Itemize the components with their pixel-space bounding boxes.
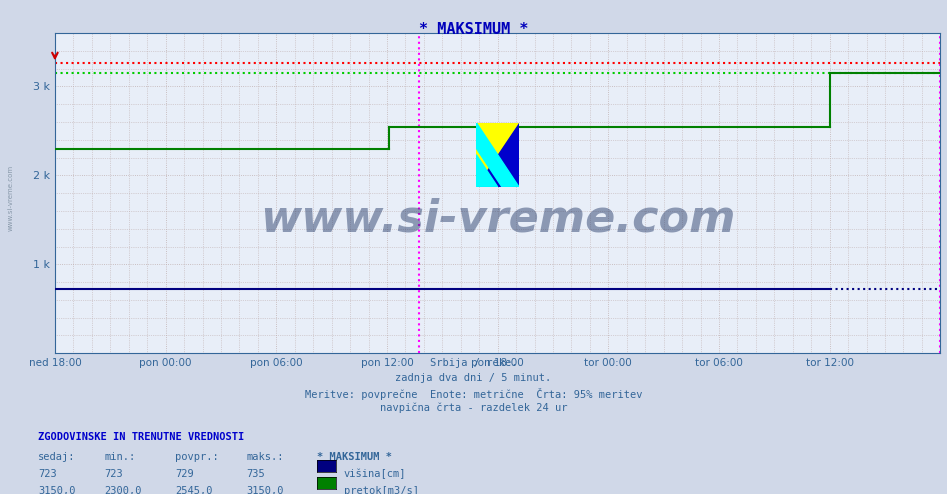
Text: www.si-vreme.com: www.si-vreme.com	[259, 197, 736, 240]
Text: * MAKSIMUM *: * MAKSIMUM *	[419, 22, 528, 37]
Text: maks.:: maks.:	[246, 452, 284, 462]
Text: povpr.:: povpr.:	[175, 452, 219, 462]
Text: 723: 723	[104, 469, 123, 479]
Text: zadnja dva dni / 5 minut.: zadnja dva dni / 5 minut.	[396, 373, 551, 383]
Text: sedaj:: sedaj:	[38, 452, 76, 462]
Text: pretok[m3/s]: pretok[m3/s]	[344, 486, 419, 494]
Polygon shape	[476, 155, 498, 187]
Polygon shape	[476, 123, 519, 187]
Text: 2300,0: 2300,0	[104, 486, 142, 494]
Text: 2545,0: 2545,0	[175, 486, 213, 494]
Text: višina[cm]: višina[cm]	[344, 469, 406, 479]
Polygon shape	[476, 123, 519, 187]
Text: 735: 735	[246, 469, 265, 479]
Text: 729: 729	[175, 469, 194, 479]
Text: min.:: min.:	[104, 452, 135, 462]
Text: Srbija / reke.: Srbija / reke.	[430, 358, 517, 368]
Text: * MAKSIMUM *: * MAKSIMUM *	[317, 452, 392, 462]
Polygon shape	[476, 123, 519, 187]
Text: 3150,0: 3150,0	[246, 486, 284, 494]
Text: 723: 723	[38, 469, 57, 479]
Text: Meritve: povprečne  Enote: metrične  Črta: 95% meritev: Meritve: povprečne Enote: metrične Črta:…	[305, 388, 642, 400]
Text: www.si-vreme.com: www.si-vreme.com	[8, 165, 13, 231]
Text: navpična črta - razdelek 24 ur: navpična črta - razdelek 24 ur	[380, 403, 567, 413]
Text: ZGODOVINSKE IN TRENUTNE VREDNOSTI: ZGODOVINSKE IN TRENUTNE VREDNOSTI	[38, 432, 244, 442]
Text: 3150,0: 3150,0	[38, 486, 76, 494]
